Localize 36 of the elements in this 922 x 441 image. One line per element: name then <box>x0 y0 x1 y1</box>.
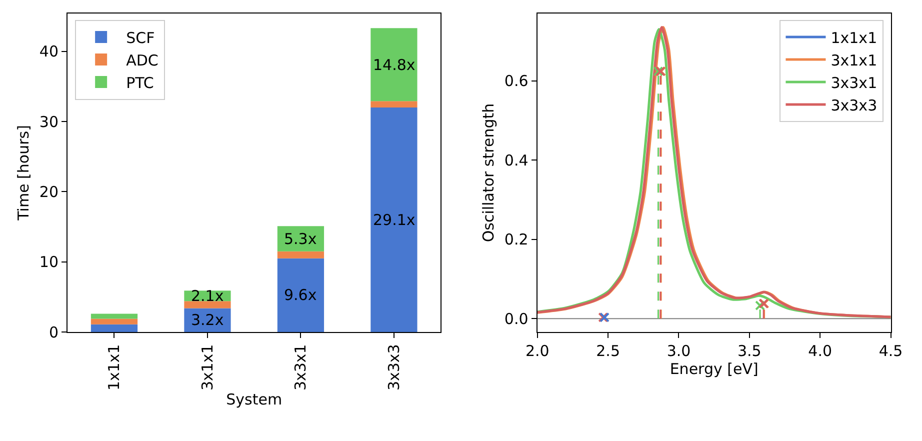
annotation: 9.6x <box>284 286 317 304</box>
x-tick-label: 3x3x1 <box>292 344 310 391</box>
y-tick-label: 0 <box>48 323 59 342</box>
y-axis-title: Oscillator strength <box>480 103 498 242</box>
y-tick-label: 10 <box>39 253 59 272</box>
x-tick-label: 3.5 <box>737 342 762 360</box>
y-tick-label: 0.2 <box>504 230 528 249</box>
y-tick-label: 20 <box>39 182 59 201</box>
y-tick-label: 0.0 <box>504 310 528 328</box>
x-tick-label: 4.5 <box>878 342 903 360</box>
x-tick-label: 3.0 <box>666 342 691 360</box>
annotation: 29.1x <box>373 211 416 229</box>
annotation: 5.3x <box>284 230 317 248</box>
y-tick-label: 30 <box>39 112 59 131</box>
legend-label: ADC <box>126 51 158 70</box>
y-axis-title: Time [hours] <box>14 125 33 222</box>
x-tick-label: 3x3x3 <box>384 344 403 391</box>
x-tick-label: 4.0 <box>808 342 832 360</box>
x-axis-title: System <box>226 390 282 409</box>
x-axis-title: Energy [eV] <box>670 360 758 378</box>
x-tick-label: 1x1x1 <box>105 344 124 391</box>
y-tick-label: 0.6 <box>504 72 528 90</box>
y-tick-label: 0.4 <box>504 151 528 170</box>
legend-label: 3x3x3 <box>830 96 878 114</box>
annotation: 2.1x <box>191 287 224 305</box>
x-tick-label: 3x1x1 <box>198 344 216 391</box>
x-tick-label: 2.0 <box>525 342 550 360</box>
annotation: 14.8x <box>373 56 416 74</box>
legend-label: 3x1x1 <box>830 51 878 70</box>
legend-label: 3x3x1 <box>830 74 878 92</box>
legend-label: PTC <box>126 74 154 92</box>
legend-label: SCF <box>126 28 155 47</box>
x-tick-label: 2.5 <box>596 342 620 360</box>
y-tick-label: 40 <box>39 42 59 61</box>
legend-label: 1x1x1 <box>830 28 878 47</box>
annotation: 3.2x <box>191 311 224 329</box>
